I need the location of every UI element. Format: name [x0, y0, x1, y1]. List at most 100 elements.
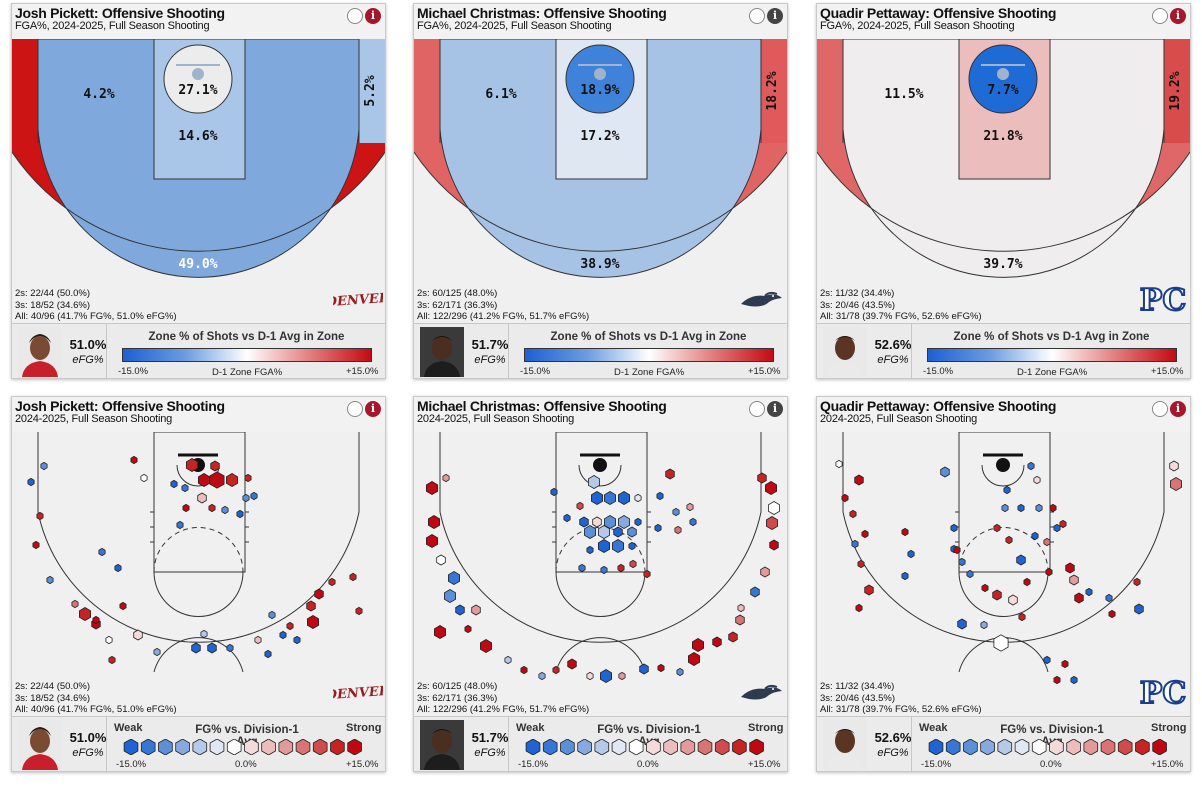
view-toggle-button[interactable]: [347, 8, 363, 24]
card-subtitle: 2024-2025, Full Season Shooting: [820, 413, 978, 425]
shot-hex: [504, 655, 512, 665]
scale-hex: [1135, 739, 1150, 755]
shot-hex: [1005, 535, 1013, 545]
scale-hex: [980, 739, 995, 755]
hoop: [594, 68, 606, 80]
shot-hex: [634, 493, 642, 503]
hawk-logo: [741, 291, 782, 307]
weak-label: Weak: [516, 722, 545, 734]
hex-court: [817, 432, 1190, 716]
scale-hex: [628, 739, 644, 755]
shot-hex: [225, 473, 239, 487]
shot-hex: [757, 472, 767, 484]
shot-hex: [1069, 574, 1079, 586]
shot-hex: [425, 481, 439, 495]
shot-hex: [182, 503, 190, 513]
shot-hex: [901, 527, 909, 537]
scale-hex: [140, 739, 156, 755]
shot-hex: [170, 479, 178, 489]
hawk-logo: [741, 684, 782, 700]
zone-label-mid: 11.5%: [884, 87, 923, 102]
scale-hex: [963, 739, 978, 755]
view-toggle-button[interactable]: [749, 8, 765, 24]
view-toggle-button[interactable]: [1152, 8, 1168, 24]
hex-card-christmas: Michael Christmas: Offensive Shooting 20…: [413, 396, 788, 772]
shot-hex: [676, 667, 684, 677]
efg-value: 51.7%: [471, 730, 509, 745]
shot-hex: [1027, 461, 1035, 471]
view-toggle-button[interactable]: [1152, 401, 1168, 417]
strong-label: Strong: [346, 722, 382, 734]
shot-hex: [98, 547, 106, 557]
shot-hex: [264, 649, 272, 659]
shot-hex: [603, 515, 617, 529]
shooting-stats: 2s: 22/44 (50.0%) 3s: 18/52 (34.6%) All:…: [15, 288, 177, 323]
shot-hex: [306, 600, 316, 612]
shot-hex: [1045, 567, 1053, 577]
footer-divider: [106, 717, 107, 772]
shot-hex: [153, 647, 161, 657]
scale-hex: [347, 739, 362, 755]
denver-logo: DENVER: [333, 291, 383, 311]
shot-hex: [114, 563, 122, 573]
avatar-jersey: [424, 361, 460, 377]
efg-value: 51.0%: [69, 730, 107, 745]
shot-hex: [442, 473, 450, 483]
info-icon[interactable]: i: [365, 8, 381, 24]
shot-hex: [907, 549, 915, 559]
zone-label-rim: 7.7%: [987, 83, 1018, 98]
shot-hex: [686, 502, 694, 512]
card-footer: 52.6% eFG% Weak FG% vs. Division-1 Avg S…: [817, 716, 1190, 772]
efg-value: 51.0%: [69, 337, 107, 352]
avatar-jersey: [22, 361, 58, 377]
shot-hex: [314, 588, 324, 600]
color-scale-gradient: [524, 348, 774, 362]
scale-hex: [278, 739, 294, 755]
info-icon[interactable]: i: [767, 8, 783, 24]
shot-hex: [242, 493, 250, 503]
shot-hex: [221, 505, 229, 515]
free-throw-arc-upper: [958, 527, 1049, 573]
info-icon[interactable]: i: [767, 401, 783, 417]
pc-logo: PC: [1139, 675, 1187, 709]
card-subtitle: FGA%, 2024-2025, Full Season Shooting: [15, 20, 210, 32]
shot-hex: [851, 539, 859, 549]
view-toggle-button[interactable]: [347, 401, 363, 417]
avatar-hair: [432, 729, 452, 734]
free-throw-arc-upper: [153, 527, 244, 573]
scale-title-label: D-1 Zone FGA%: [614, 367, 685, 378]
zone-court: 27.1% 14.6% 4.2% 5.2% 49.0%: [12, 39, 385, 323]
shot-hex: [586, 671, 594, 681]
scale-hex: [594, 739, 610, 755]
info-icon[interactable]: i: [1170, 8, 1186, 24]
scale-hex: [1014, 739, 1030, 755]
avatar-head: [432, 336, 452, 360]
shot-hex: [1053, 675, 1061, 685]
footer-divider: [106, 324, 107, 379]
info-icon[interactable]: i: [365, 401, 381, 417]
shot-hex: [455, 604, 465, 616]
info-icon[interactable]: i: [1170, 401, 1186, 417]
shot-hex: [674, 525, 682, 535]
shot-hex: [576, 501, 584, 511]
avatar-head: [835, 336, 855, 360]
stat-all: All: 122/296 (41.2% FG%, 51.7% eFG%): [417, 311, 590, 322]
zone-label-paint: 17.2%: [580, 129, 619, 144]
three-arc: [12, 151, 385, 252]
zone-court: 7.7% 21.8% 11.5% 19.2% 39.7%: [817, 39, 1190, 323]
stat-2s: 2s: 22/44 (50.0%): [15, 288, 90, 299]
shot-hex: [687, 652, 701, 666]
stat-all: All: 122/296 (41.2% FG%, 51.7% eFG%): [417, 704, 590, 715]
player-avatar: [823, 720, 867, 770]
shot-hex: [617, 515, 631, 529]
scale-hex: [330, 739, 345, 755]
view-toggle-button[interactable]: [749, 401, 765, 417]
scale-hex: [244, 739, 259, 755]
shot-hex: [579, 516, 589, 528]
shot-hex: [854, 474, 864, 486]
logo-text: DENVER: [333, 291, 383, 311]
scale-max-label: +15.0%: [1151, 366, 1184, 377]
card-footer: 51.7% eFG% Weak FG% vs. Division-1 Avg S…: [414, 716, 787, 772]
shot-hex: [613, 526, 623, 538]
shot-hex: [587, 475, 601, 489]
